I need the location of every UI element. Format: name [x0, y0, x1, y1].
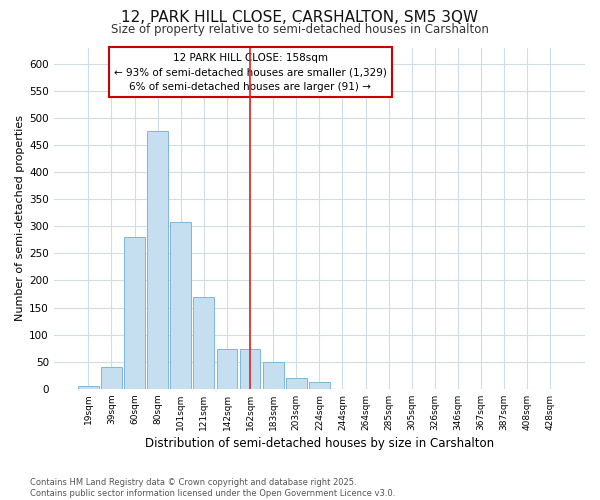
Text: Contains HM Land Registry data © Crown copyright and database right 2025.
Contai: Contains HM Land Registry data © Crown c… — [30, 478, 395, 498]
Y-axis label: Number of semi-detached properties: Number of semi-detached properties — [15, 115, 25, 321]
Bar — [147, 132, 168, 389]
Bar — [239, 350, 260, 389]
Bar — [101, 366, 122, 389]
Bar — [193, 296, 214, 389]
Bar — [263, 362, 284, 389]
Text: Size of property relative to semi-detached houses in Carshalton: Size of property relative to semi-detach… — [111, 22, 489, 36]
Bar — [217, 350, 238, 389]
Bar — [170, 222, 191, 389]
Text: 12 PARK HILL CLOSE: 158sqm
← 93% of semi-detached houses are smaller (1,329)
6% : 12 PARK HILL CLOSE: 158sqm ← 93% of semi… — [114, 52, 387, 92]
Bar — [78, 386, 99, 389]
Bar — [286, 378, 307, 389]
Bar — [124, 237, 145, 389]
Text: 12, PARK HILL CLOSE, CARSHALTON, SM5 3QW: 12, PARK HILL CLOSE, CARSHALTON, SM5 3QW — [121, 10, 479, 25]
X-axis label: Distribution of semi-detached houses by size in Carshalton: Distribution of semi-detached houses by … — [145, 437, 494, 450]
Bar — [309, 382, 330, 389]
